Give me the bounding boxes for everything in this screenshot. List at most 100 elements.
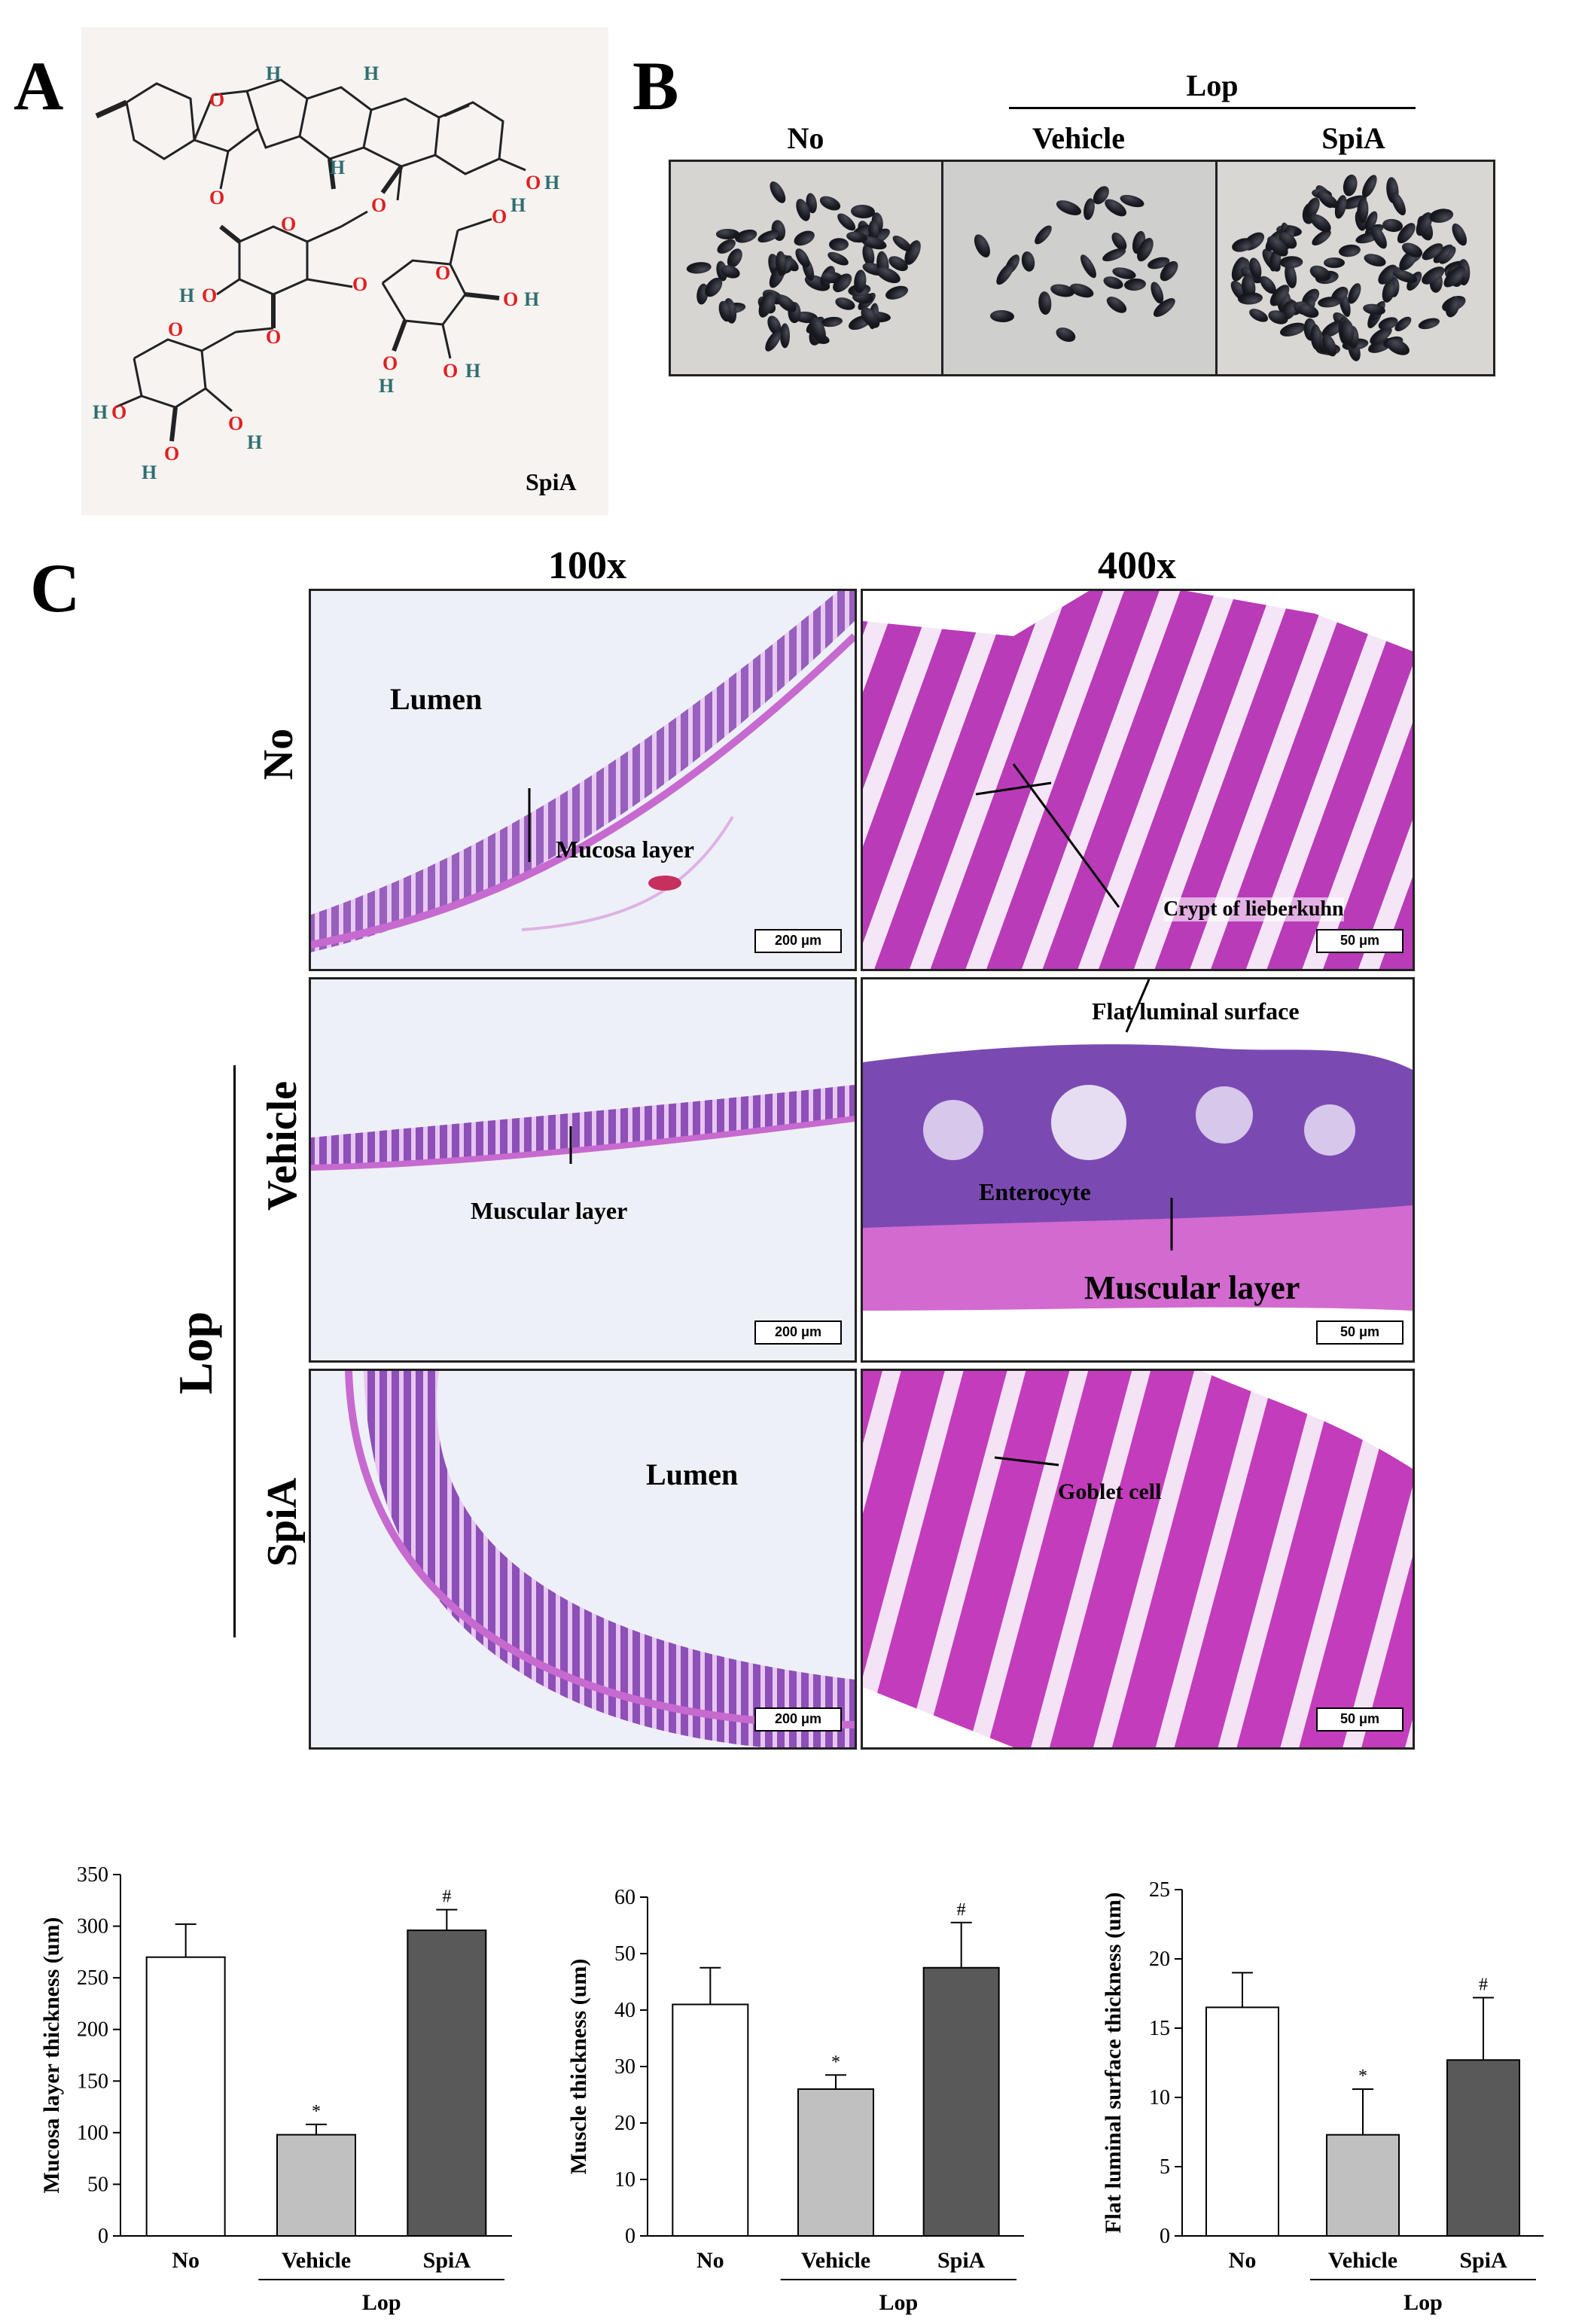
fecal-pellet	[1358, 172, 1380, 200]
atom-o: O	[492, 206, 507, 227]
histology-100x-no	[309, 589, 857, 971]
fecal-pellet	[1103, 293, 1129, 317]
fecal-pellet	[971, 231, 994, 260]
scale-bar-100x-vehicle: 200 μm	[754, 1320, 842, 1345]
bar-vehicle	[797, 2088, 874, 2237]
y-tick-label: 0	[625, 2225, 635, 2248]
significance-marker: *	[831, 2052, 840, 2072]
panel-b-letter: B	[632, 47, 679, 124]
lop-group-label: Lop	[362, 2290, 401, 2315]
panel-a-letter: A	[14, 47, 64, 124]
annotation-muscular-layer-400x: Muscular layer	[1084, 1269, 1300, 1306]
fecal-pellet	[993, 260, 1017, 288]
atom-o: O	[228, 413, 243, 434]
fecal-pellet	[767, 178, 789, 206]
fecal-pellet	[1296, 301, 1321, 321]
annotation-mucosa-layer: Mucosa layer	[556, 836, 694, 863]
fecal-pellet	[1053, 324, 1077, 344]
significance-marker: #	[957, 1900, 966, 1920]
chart-muscle-thickness: 0 10 20 30 40 50 60 Muscle thickness (um) No * Veh…	[566, 1886, 1024, 2315]
fecal-pellet	[1279, 255, 1303, 269]
fecal-pellet	[1317, 295, 1342, 309]
fecal-pellet	[1038, 291, 1053, 315]
feces-lop-line	[1009, 107, 1416, 109]
atom-h: H	[93, 401, 108, 423]
histology-image	[345, 1371, 855, 1747]
atom-o: O	[435, 262, 450, 284]
atom-h: H	[266, 62, 281, 84]
y-tick-label: 10	[1149, 2086, 1170, 2109]
significance-marker: #	[442, 1887, 451, 1907]
annotation-enterocyte: Enterocyte	[979, 1178, 1091, 1205]
fecal-pellet	[1077, 252, 1099, 280]
histology-100x-vehicle	[309, 977, 857, 1363]
fecal-pellet	[1323, 257, 1345, 268]
scale-bar-100x-spia: 200 μm	[754, 1707, 842, 1732]
y-tick-label: 30	[614, 2055, 635, 2079]
scale-bar-400x-spia: 50 μm	[1316, 1707, 1404, 1732]
feces-photo-no	[669, 160, 944, 376]
y-tick-label: 50	[614, 1942, 635, 1966]
atom-h: H	[142, 461, 157, 483]
scale-bar-400x-no: 50 μm	[1316, 929, 1404, 953]
fecal-pellet	[1338, 243, 1361, 259]
chart-flat-luminal-thickness: 0 5 10 15 20 25 Flat luminal surface thickness…	[1101, 1878, 1544, 2315]
mag-100x-header: 100x	[548, 544, 626, 587]
annotation-lumen-no: Lumen	[390, 682, 483, 716]
y-tick-label: 20	[614, 2112, 635, 2135]
y-tick-label: 150	[77, 2070, 108, 2093]
panel-c-letter: C	[30, 550, 81, 626]
atom-h: H	[247, 431, 262, 453]
atom-h: H	[544, 172, 559, 193]
fecal-pellet	[792, 228, 818, 249]
significance-marker: #	[1479, 1975, 1488, 1995]
feces-header-spia: SpiA	[1321, 121, 1385, 155]
fecal-pellet	[1341, 173, 1360, 198]
structure-compound-label: SpiA	[526, 468, 577, 495]
category-label: No	[172, 2248, 200, 2273]
histology-image	[311, 591, 855, 952]
fecal-pellet	[686, 260, 712, 276]
y-tick-label: 300	[77, 1915, 108, 1939]
category-label: No	[1229, 2248, 1257, 2273]
histology-400x-spia	[861, 1369, 1415, 1750]
group-label-lop: Lop	[169, 1311, 222, 1395]
y-tick-label: 0	[1160, 2225, 1170, 2248]
atom-o: O	[352, 273, 367, 295]
histology-100x-spia	[309, 1369, 857, 1750]
histology-image	[863, 1371, 1413, 1747]
annotation-crypt: Crypt of lieberkuhn	[1163, 897, 1344, 921]
y-tick-label: 200	[77, 2018, 108, 2042]
feces-photo-vehicle	[941, 160, 1218, 376]
category-label: SpiA	[937, 2248, 986, 2273]
atom-o: O	[164, 443, 179, 464]
y-tick-label: 0	[98, 2225, 108, 2248]
annotation-muscular-layer-100x: Muscular layer	[471, 1197, 628, 1224]
fecal-pellet	[1123, 277, 1147, 292]
bar-spia	[922, 1966, 1000, 2237]
row-label-spia: SpiA	[259, 1477, 306, 1567]
fecal-pellet	[1362, 251, 1388, 269]
y-tick-label: 100	[77, 2121, 108, 2145]
atom-o: O	[281, 213, 296, 235]
atom-o: O	[209, 89, 224, 111]
bar-no	[1205, 2006, 1279, 2237]
atom-h: H	[364, 62, 379, 84]
atom-o: O	[111, 401, 126, 423]
annotation-lumen-spia: Lumen	[646, 1457, 739, 1491]
bar-no	[672, 2003, 749, 2237]
spia-structure-box: O O H H H O H O O O H O O O O H O H O H …	[81, 27, 608, 515]
feces-header-no: No	[787, 121, 824, 155]
bar-vehicle	[276, 2134, 356, 2237]
y-axis-label: Flat luminal surface thickness (um)	[1101, 1892, 1126, 2233]
fecal-pellet	[1081, 197, 1096, 221]
y-axis-label: Muscle thickness (um)	[566, 1959, 591, 2175]
fecal-pellet	[818, 193, 843, 213]
lop-group-label: Lop	[879, 2290, 918, 2315]
y-tick-label: 25	[1149, 1878, 1170, 1902]
bar-spia	[1446, 2059, 1520, 2237]
fecal-pellet	[1019, 250, 1037, 273]
fecal-pellet	[1054, 197, 1083, 218]
atom-h: H	[379, 375, 394, 397]
spia-structure-diagram: O O H H H O H O O O H O O O O H O H O H …	[93, 62, 577, 495]
